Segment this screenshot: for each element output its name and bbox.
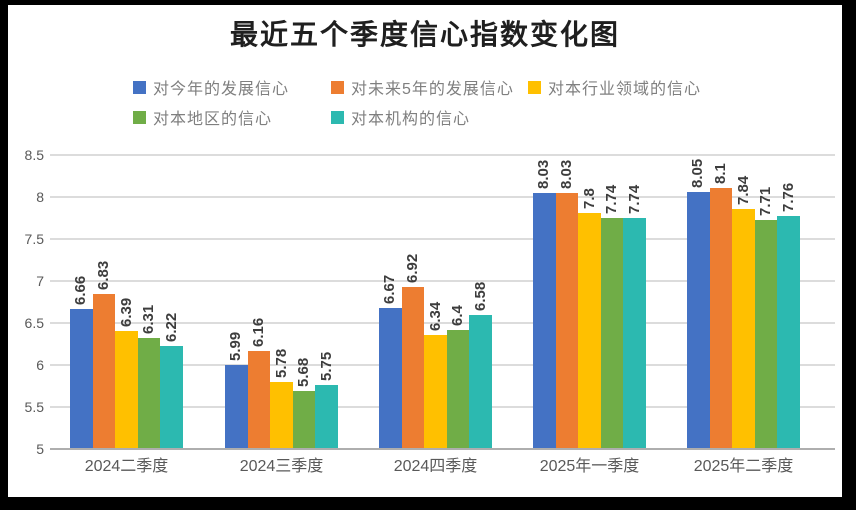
bar-data-label: 7.71 bbox=[757, 187, 775, 217]
bar-s1-c3 bbox=[555, 193, 579, 448]
x-axis-category-label: 2024二季度 bbox=[84, 458, 169, 475]
y-axis-tick-label: 7 bbox=[36, 273, 44, 289]
bar-s4-c0 bbox=[160, 345, 183, 448]
x-axis-category-label: 2024三季度 bbox=[239, 458, 324, 475]
bar-data-label: 8.05 bbox=[689, 158, 707, 188]
legend-swatch-icon bbox=[331, 80, 344, 94]
bar-s2-c4 bbox=[732, 209, 755, 448]
bar-s2-c2 bbox=[424, 335, 447, 448]
bar-s0-c0 bbox=[70, 308, 93, 448]
legend-swatch-icon bbox=[331, 110, 344, 124]
bar-data-label: 6.16 bbox=[249, 317, 267, 347]
bar-data-label: 8.1 bbox=[711, 162, 729, 184]
bar-data-label: 6.22 bbox=[162, 312, 180, 342]
y-gridline bbox=[50, 154, 835, 156]
bar-data-label: 7.84 bbox=[734, 176, 752, 206]
bar-data-label: 7.76 bbox=[779, 182, 797, 213]
bar-s2-c1 bbox=[270, 382, 293, 448]
legend-item-3: 对本地区的信心 bbox=[133, 105, 272, 129]
bar-data-label: 6.58 bbox=[471, 282, 489, 312]
bar-data-label: 6.66 bbox=[72, 275, 90, 305]
bar-s4-c2 bbox=[469, 315, 492, 448]
y-gridline bbox=[50, 238, 835, 240]
y-axis-tick-label: 5.5 bbox=[24, 399, 44, 415]
bar-data-label: 6.92 bbox=[403, 253, 421, 283]
legend-swatch-icon bbox=[528, 80, 541, 94]
bar-s0-c1 bbox=[225, 364, 248, 448]
bar-s2-c3 bbox=[578, 212, 601, 448]
y-axis-tick-label: 6 bbox=[36, 357, 44, 373]
bar-data-label: 7.74 bbox=[603, 184, 621, 214]
chart-surface: 最近五个季度信心指数变化图 对今年的发展信心 对未来5年的发展信心 对本行业领域的信… bbox=[8, 5, 842, 497]
bar-s1-c1 bbox=[247, 350, 271, 448]
bar-s4-c1 bbox=[315, 385, 338, 448]
bar-data-label: 6.39 bbox=[117, 298, 135, 328]
bar-data-label: 5.75 bbox=[317, 351, 335, 381]
bar-s1-c0 bbox=[92, 294, 116, 448]
legend-swatch-icon bbox=[133, 80, 146, 94]
bar-data-label: 6.83 bbox=[94, 261, 112, 291]
y-axis-tick-label: 8 bbox=[36, 189, 44, 205]
bar-s3-c4 bbox=[754, 220, 778, 448]
bar-s2-c0 bbox=[115, 331, 138, 448]
bar-data-label: 8.03 bbox=[535, 160, 553, 190]
chart-title: 最近五个季度信心指数变化图 bbox=[229, 20, 620, 51]
bar-s0-c3 bbox=[533, 193, 556, 448]
legend-item-4: 对本机构的信心 bbox=[331, 105, 470, 129]
bar-data-label: 5.68 bbox=[295, 357, 313, 387]
bar-s3-c2 bbox=[446, 330, 470, 448]
legend-label: 对本行业领域的信心 bbox=[548, 81, 702, 98]
legend-item-0: 对今年的发展信心 bbox=[133, 75, 289, 99]
y-axis-tick-label: 6.5 bbox=[24, 315, 44, 331]
legend-item-1: 对未来5年的发展信心 bbox=[331, 75, 514, 99]
bar-s4-c3 bbox=[623, 217, 646, 448]
bar-s1-c2 bbox=[401, 286, 425, 448]
legend-label: 对本地区的信心 bbox=[153, 111, 273, 128]
bar-data-label: 6.34 bbox=[426, 302, 444, 332]
y-gridline bbox=[50, 280, 835, 282]
y-axis-tick-label: 8.5 bbox=[24, 147, 44, 163]
bar-data-label: 7.74 bbox=[625, 184, 643, 214]
bar-s0-c2 bbox=[379, 307, 402, 448]
y-gridline bbox=[50, 196, 835, 198]
legend-item-2: 对本行业领域的信心 bbox=[528, 75, 701, 99]
legend-swatch-icon bbox=[133, 110, 146, 124]
y-axis-tick-label: 7.5 bbox=[24, 231, 44, 247]
bar-s3-c0 bbox=[137, 337, 161, 448]
x-axis-category-label: 2024四季度 bbox=[393, 458, 478, 475]
legend-label: 对本机构的信心 bbox=[351, 111, 471, 128]
bar-s3-c1 bbox=[292, 390, 316, 448]
x-axis-line bbox=[50, 448, 835, 450]
bar-data-label: 7.8 bbox=[580, 187, 598, 209]
bar-data-label: 6.4 bbox=[449, 305, 467, 327]
bar-s4-c4 bbox=[777, 216, 800, 448]
bar-data-label: 8.03 bbox=[557, 160, 575, 190]
bar-data-label: 5.99 bbox=[227, 331, 245, 361]
y-gridline bbox=[50, 322, 835, 324]
legend-label: 对今年的发展信心 bbox=[153, 81, 290, 98]
legend-label: 对未来5年的发展信心 bbox=[351, 81, 514, 98]
x-axis-category-label: 2025年二季度 bbox=[693, 458, 794, 475]
bar-data-label: 6.31 bbox=[140, 304, 158, 334]
bar-data-label: 5.78 bbox=[272, 349, 290, 379]
y-axis-tick-label: 5 bbox=[36, 441, 44, 457]
bar-s1-c4 bbox=[709, 187, 733, 448]
bar-s0-c4 bbox=[687, 191, 710, 448]
bar-s3-c3 bbox=[600, 217, 624, 448]
x-axis-category-label: 2025年一季度 bbox=[539, 458, 640, 475]
bar-data-label: 6.67 bbox=[381, 274, 399, 304]
